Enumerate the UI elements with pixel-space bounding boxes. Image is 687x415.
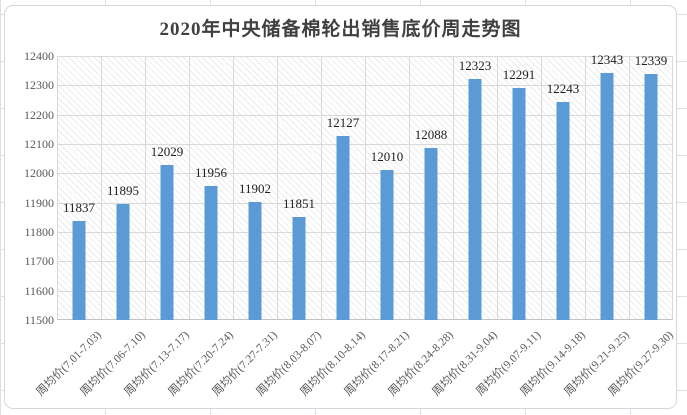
chart-title: 2020年中央储备棉轮出销售底价周走势图 xyxy=(159,19,522,40)
category-slot: 11837 xyxy=(57,56,101,320)
v-gridline xyxy=(233,56,234,320)
v-gridline xyxy=(629,56,630,320)
bar[interactable] xyxy=(380,170,394,320)
y-tick-label: 11800 xyxy=(24,225,54,239)
bar-value-label: 12010 xyxy=(370,149,404,164)
bar[interactable] xyxy=(116,204,130,320)
bar[interactable] xyxy=(204,186,218,320)
bar-value-label: 12029 xyxy=(150,144,184,159)
bar[interactable] xyxy=(600,73,614,320)
category-slot: 11895 xyxy=(101,56,145,320)
bar-value-label: 11895 xyxy=(106,183,140,198)
bar[interactable] xyxy=(292,217,306,320)
v-gridline xyxy=(277,56,278,320)
v-gridline xyxy=(409,56,410,320)
y-tick-label: 11900 xyxy=(24,195,54,210)
bar-value-label: 12088 xyxy=(414,127,448,142)
category-slot: 12029 xyxy=(145,56,189,320)
bar[interactable] xyxy=(468,79,482,320)
category-slot: 12339 xyxy=(629,53,673,320)
bar[interactable] xyxy=(512,88,526,320)
category-slot: 11851 xyxy=(277,56,321,320)
v-gridline xyxy=(497,56,498,320)
v-gridline xyxy=(541,56,542,320)
v-gridline xyxy=(145,56,146,320)
bar-value-label: 12323 xyxy=(458,58,492,73)
category-slot: 12127 xyxy=(321,56,365,320)
bar-value-label: 12127 xyxy=(326,115,360,130)
category-slot: 11956 xyxy=(189,56,233,320)
bar[interactable] xyxy=(336,136,350,320)
y-tick-label: 11500 xyxy=(24,313,54,327)
y-tick-label: 12200 xyxy=(24,107,54,122)
bar[interactable] xyxy=(556,102,570,320)
v-gridline xyxy=(453,56,454,320)
category-slot: 12323 xyxy=(453,56,497,320)
category-slot: 12343 xyxy=(585,52,629,320)
v-gridline xyxy=(57,56,58,320)
bar-value-label: 11851 xyxy=(282,196,316,211)
bar[interactable] xyxy=(160,165,174,320)
y-tick-label: 11600 xyxy=(24,283,54,298)
category-slot: 12291 xyxy=(497,56,541,320)
category-slot: 12243 xyxy=(541,56,585,320)
v-gridline xyxy=(189,56,190,320)
bar-value-label: 12339 xyxy=(634,53,668,68)
bar[interactable] xyxy=(424,148,438,320)
category-slot: 12010 xyxy=(365,56,409,320)
bar[interactable] xyxy=(72,221,86,320)
bar-value-label: 12343 xyxy=(590,52,624,67)
bar-value-label: 11902 xyxy=(238,181,272,196)
bar-value-label: 11956 xyxy=(194,165,228,180)
bar-value-label: 11837 xyxy=(62,200,96,215)
category-slot: 11902 xyxy=(233,56,277,320)
v-gridline xyxy=(672,56,673,320)
v-gridline xyxy=(585,56,586,320)
v-gridline xyxy=(365,56,366,320)
v-gridline xyxy=(101,56,102,320)
y-tick-label: 12300 xyxy=(24,78,54,93)
bar-value-label: 12291 xyxy=(502,67,536,82)
y-tick-label: 12400 xyxy=(24,49,54,63)
y-tick-label: 12000 xyxy=(24,166,54,181)
bar[interactable] xyxy=(644,74,658,320)
y-tick-label: 11700 xyxy=(24,254,54,269)
chart-object[interactable]: 2020年中央储备棉轮出销售底价周走势图 11837 11895 12029 1195… xyxy=(4,5,677,409)
y-tick-label: 12100 xyxy=(24,137,54,151)
category-slot: 12088 xyxy=(409,56,453,320)
v-gridline xyxy=(321,56,322,320)
x-axis-line xyxy=(57,319,673,320)
bar-value-label: 12243 xyxy=(546,81,580,96)
plot-area: 11837 11895 12029 11956 11902 11851 12127 12010… xyxy=(57,52,673,320)
bar[interactable] xyxy=(248,202,262,320)
